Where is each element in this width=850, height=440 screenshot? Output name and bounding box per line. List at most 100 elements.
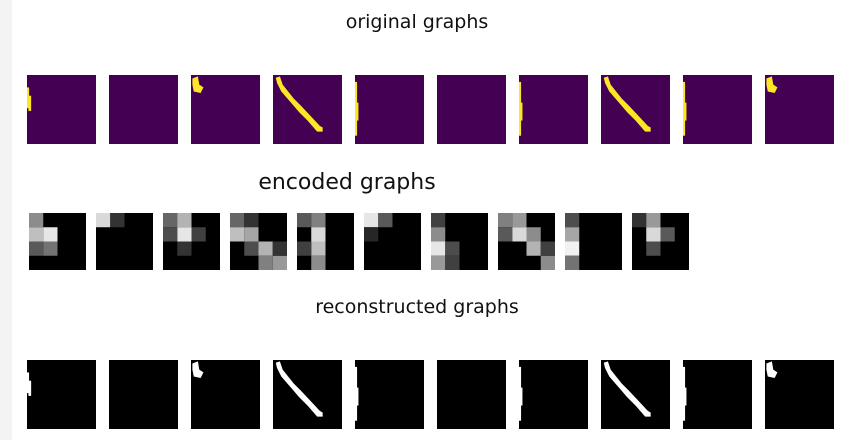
graph-stroke xyxy=(683,366,686,421)
encoded-cell xyxy=(646,241,661,256)
encoded-cell xyxy=(177,241,192,256)
graph-stroke xyxy=(27,372,30,394)
graph-stroke xyxy=(684,102,687,121)
encoded-cell xyxy=(272,241,287,256)
graph-background xyxy=(191,75,260,144)
encoded-cell xyxy=(244,227,259,242)
encoded-cell xyxy=(431,255,446,270)
graph-background xyxy=(683,75,752,144)
graph-stroke xyxy=(603,361,651,417)
graph-background xyxy=(601,75,670,144)
encoded-cell xyxy=(297,213,312,228)
graph-stroke xyxy=(192,76,204,93)
encoded-graph-8 xyxy=(498,213,555,270)
encoded-cell xyxy=(498,213,513,228)
encoded-cell xyxy=(512,227,527,242)
encoded-cell xyxy=(177,227,192,242)
encoded-cell xyxy=(297,241,312,256)
graph-stroke xyxy=(684,387,687,406)
encoded-cell xyxy=(540,241,555,256)
graph-stroke xyxy=(27,87,30,109)
encoded-graph-6 xyxy=(364,213,421,270)
encoded-cell xyxy=(191,227,206,242)
encoded-cell xyxy=(660,227,675,242)
original-graphs-title: original graphs xyxy=(345,11,489,33)
graph-stroke xyxy=(356,102,359,121)
encoded-cell xyxy=(565,241,580,256)
encoded-cell xyxy=(29,241,44,256)
reconstructed-graph-8 xyxy=(601,360,670,429)
encoded-graph-3 xyxy=(163,213,220,270)
encoded-cell xyxy=(230,227,245,242)
encoded-cell xyxy=(244,241,259,256)
graph-background xyxy=(437,360,506,429)
encoded-cell xyxy=(445,241,460,256)
original-graph-10 xyxy=(765,75,834,144)
reconstructed-graph-3 xyxy=(191,360,260,429)
graph-background xyxy=(355,360,424,429)
original-graph-7 xyxy=(519,75,588,144)
graph-background xyxy=(765,75,834,144)
encoded-cell xyxy=(540,255,555,270)
graph-stroke xyxy=(355,81,358,136)
encoded-cell xyxy=(96,213,111,228)
encoded-cell xyxy=(29,227,44,242)
encoded-cell xyxy=(565,255,580,270)
encoded-cell xyxy=(445,255,460,270)
graph-background xyxy=(601,360,670,429)
encoded-cell xyxy=(163,227,178,242)
graph-background xyxy=(109,360,178,429)
encoded-graph-5 xyxy=(297,213,354,270)
reconstructed-graph-10 xyxy=(765,360,834,429)
encoded-graph-4 xyxy=(230,213,287,270)
encoded-cell xyxy=(526,241,541,256)
reconstructed-graphs-title: reconstructed graphs xyxy=(315,296,519,318)
reconstructed-graph-2 xyxy=(109,360,178,429)
graph-stroke xyxy=(519,366,522,421)
reconstructed-graph-5 xyxy=(355,360,424,429)
encoded-cell xyxy=(258,255,273,270)
graph-stroke xyxy=(766,361,778,378)
reconstructed-graph-1 xyxy=(27,360,96,429)
graph-stroke xyxy=(519,81,522,136)
encoded-cell xyxy=(177,213,192,228)
original-graph-6 xyxy=(437,75,506,144)
graph-stroke xyxy=(520,387,523,406)
original-graph-9 xyxy=(683,75,752,144)
graph-background xyxy=(765,360,834,429)
encoded-cell xyxy=(244,213,259,228)
original-graph-1 xyxy=(27,75,96,144)
encoded-cell xyxy=(258,241,273,256)
encoded-cell xyxy=(311,255,326,270)
encoded-cell xyxy=(378,213,393,228)
graph-stroke xyxy=(28,380,32,396)
encoded-cell xyxy=(498,227,513,242)
graph-background xyxy=(27,75,96,144)
graph-background xyxy=(27,360,96,429)
graph-background xyxy=(191,360,260,429)
reconstructed-graph-4 xyxy=(273,360,342,429)
encoded-cell xyxy=(565,227,580,242)
graph-stroke xyxy=(683,81,686,136)
encoded-cell xyxy=(311,227,326,242)
graph-stroke xyxy=(355,366,358,421)
graph-stroke xyxy=(28,95,32,111)
encoded-graph-9 xyxy=(565,213,622,270)
encoded-cell xyxy=(364,227,379,242)
graph-background xyxy=(273,360,342,429)
left-margin-strip xyxy=(0,0,12,440)
encoded-cell xyxy=(431,241,446,256)
graph-stroke xyxy=(766,76,778,93)
original-graph-8 xyxy=(601,75,670,144)
encoded-cell xyxy=(364,213,379,228)
encoded-cell xyxy=(29,213,44,228)
original-graph-5 xyxy=(355,75,424,144)
encoded-cell xyxy=(526,227,541,242)
graph-stroke xyxy=(356,387,359,406)
encoded-cell xyxy=(230,213,245,228)
original-graph-2 xyxy=(109,75,178,144)
encoded-graph-7 xyxy=(431,213,488,270)
original-graph-4 xyxy=(273,75,342,144)
graph-background xyxy=(683,360,752,429)
encoded-cell xyxy=(311,241,326,256)
